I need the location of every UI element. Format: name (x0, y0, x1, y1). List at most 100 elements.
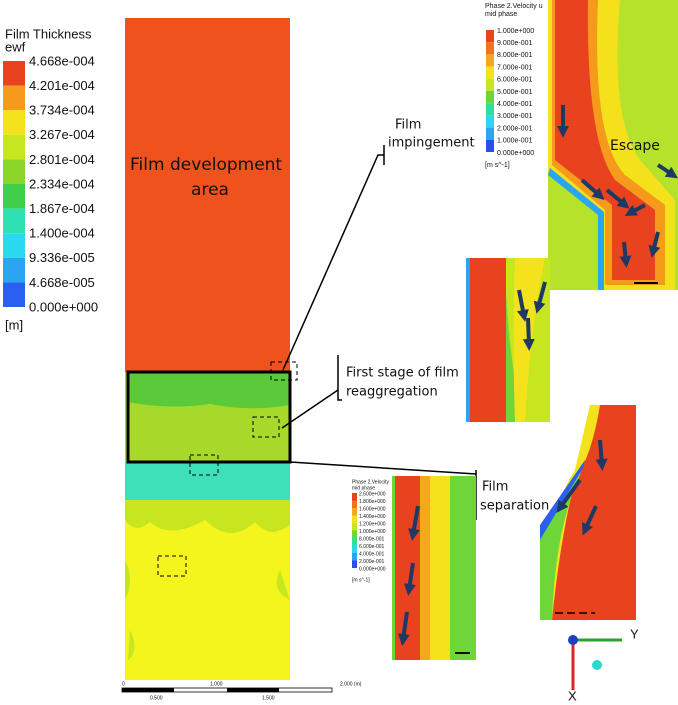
legend-swatch (352, 530, 357, 538)
label: 1.000e+000 (359, 529, 386, 535)
legend-swatch (486, 139, 494, 152)
label: mid phase (352, 485, 375, 491)
legend-swatch (486, 127, 494, 140)
label: impingement (388, 136, 475, 151)
contour-region (466, 258, 470, 422)
legend-swatch (352, 500, 357, 508)
legend-swatch (3, 159, 25, 184)
label: 1.200e+000 (359, 521, 386, 527)
flow-arrow (408, 505, 420, 541)
flow-arrow (595, 439, 608, 471)
legend-swatch (3, 282, 25, 307)
connector (281, 389, 339, 429)
label: 1.400e-004 (29, 226, 95, 241)
connector (289, 461, 477, 475)
label: 1.867e-004 (29, 201, 95, 216)
legend-swatch (352, 508, 357, 516)
label: 3.267e-004 (29, 127, 95, 142)
label: 0.000e+000 (497, 150, 534, 157)
label: [m s^-1] (485, 162, 510, 169)
legend-swatch (352, 545, 357, 553)
contour-region (545, 405, 636, 620)
axis-ball (592, 660, 602, 670)
connector (337, 355, 342, 401)
flow-arrow (397, 611, 410, 646)
legend-swatch (486, 30, 494, 43)
flow-arrow (580, 178, 605, 200)
label: Y (630, 626, 639, 641)
label: 0 (122, 681, 125, 687)
label: 4.668e-004 (29, 53, 95, 68)
label: [m] (5, 317, 23, 332)
label: Film Thickness (5, 26, 92, 41)
legend-swatch (486, 78, 494, 91)
label: Phase 2.Velocity (352, 479, 389, 485)
label: 4.668e-005 (29, 275, 95, 290)
legend-swatch (3, 134, 25, 160)
label: 3.734e-004 (29, 103, 95, 118)
label: 0.000e+000 (359, 566, 386, 572)
label: Film development (130, 155, 282, 175)
contour-region (128, 372, 290, 409)
legend-swatch (352, 493, 357, 501)
scale-bar (122, 688, 174, 692)
legend-swatch (486, 115, 494, 128)
label: Film (482, 480, 508, 495)
legend-swatch (486, 66, 494, 79)
label: Phase 2.Velocity u (485, 3, 543, 10)
connector (282, 154, 384, 371)
legend-swatch (3, 85, 25, 111)
legend-swatch (486, 91, 494, 104)
label: 2.801e-004 (29, 152, 95, 167)
probe-box (157, 555, 187, 577)
label: 4.201e-004 (29, 78, 95, 93)
probe-box (189, 454, 219, 476)
label: area (191, 180, 229, 200)
contour-region (430, 476, 450, 660)
contour-region (540, 460, 585, 620)
label: 8.000e-001 (359, 536, 385, 542)
label: 8.000e-001 (497, 52, 533, 59)
flow-arrow (516, 289, 529, 322)
label: 1.000e+000 (497, 28, 534, 35)
contour-region (420, 476, 430, 660)
label: Escape (610, 138, 660, 154)
legend-swatch (352, 560, 357, 568)
contour-region (470, 258, 506, 422)
label: Film (395, 118, 421, 133)
legend-swatch (3, 208, 25, 234)
label: 1.000e-001 (497, 138, 533, 145)
flow-arrow (403, 562, 416, 596)
contour-region (125, 18, 290, 372)
label: 1.500 (262, 695, 275, 701)
legend-swatch (3, 257, 25, 283)
flow-arrow (656, 163, 678, 179)
legend-swatch (352, 553, 357, 561)
legend-swatch (486, 54, 494, 67)
flow-arrow (533, 281, 547, 314)
label: mid phase (485, 11, 517, 18)
label: 9.336e-005 (29, 250, 95, 265)
label: reaggregation (346, 385, 438, 400)
contour-region (548, 168, 604, 290)
label: 4.000e-001 (359, 551, 385, 557)
label: 1.400e+000 (359, 514, 386, 520)
label: separation (480, 499, 549, 514)
contour-region (125, 462, 290, 502)
label: 0.000e+000 (29, 299, 98, 314)
flow-arrow (624, 203, 646, 216)
legend-swatch (486, 42, 494, 55)
legend-swatch (3, 110, 25, 135)
label: First stage of film (346, 366, 459, 381)
label: 4.000e-001 (497, 101, 533, 108)
label: 2.334e-004 (29, 176, 95, 191)
legend-swatch (486, 103, 494, 116)
axis-z (568, 635, 578, 645)
probe-box (270, 361, 298, 381)
flow-arrow (605, 188, 630, 209)
zoom-box (126, 370, 292, 464)
legend-swatch (352, 523, 357, 531)
probe-box (252, 416, 280, 438)
label: [m s^-1] (352, 577, 370, 583)
label: 0.500 (150, 695, 163, 701)
